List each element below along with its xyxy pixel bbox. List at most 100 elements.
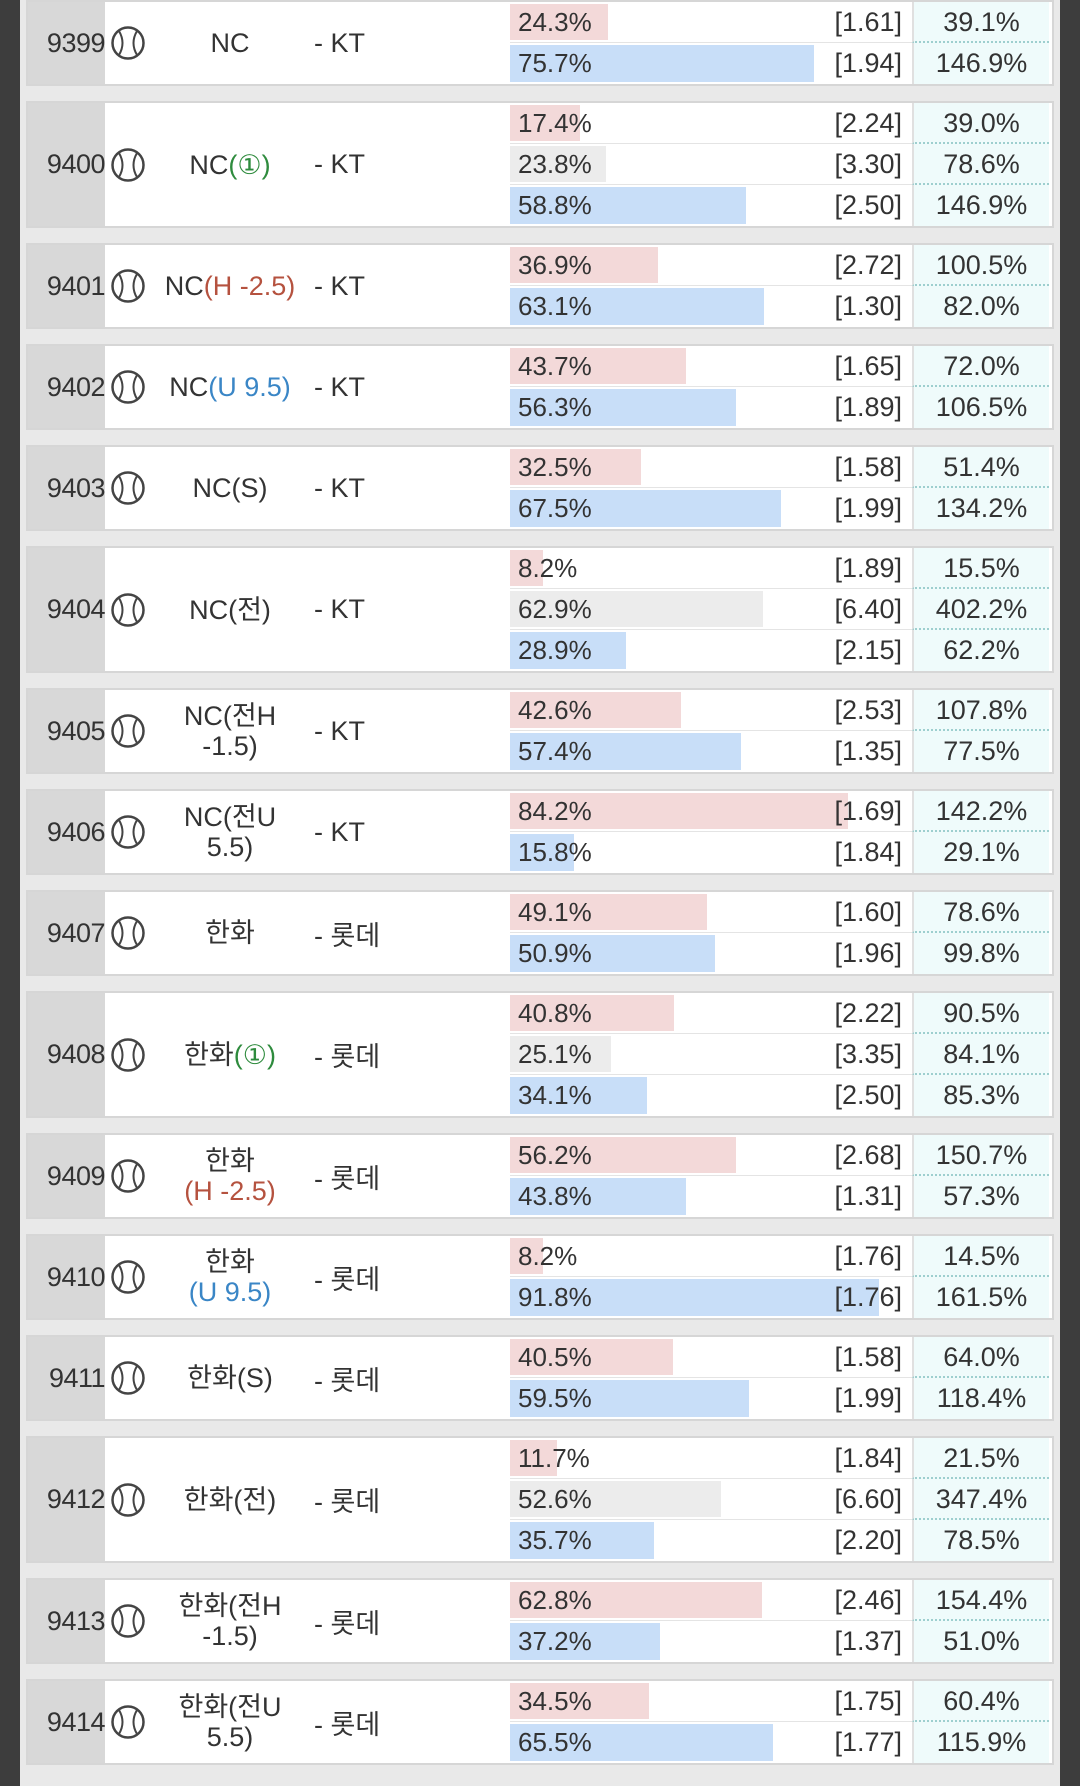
rate-track: 40.5% [1.58]: [510, 1337, 912, 1378]
home-team: NC(전): [189, 595, 271, 625]
odds: [1.30]: [834, 291, 902, 321]
rate-bar: [510, 105, 580, 141]
match-row: 9410 한화(U 9.5) - 롯데 8.2% [1.76] 14.5% 91.8% [1.…: [26, 1234, 1054, 1320]
match-id: 9413: [28, 1580, 106, 1662]
home-team-cell: 한화(H -2.5): [150, 1135, 310, 1217]
return-rate: 51.4%: [912, 447, 1049, 488]
return-rate: 106.5%: [912, 387, 1049, 428]
odds: [3.30]: [834, 149, 902, 179]
sport-icon-cell: [105, 892, 150, 974]
rate-label: 8.2%: [518, 1241, 578, 1271]
rate-label: 59.5%: [518, 1383, 592, 1413]
outcome-line: 50.9% [1.96] 99.8%: [510, 933, 1051, 974]
outcome-line: 42.6% [2.53] 107.8%: [510, 690, 1051, 731]
sport-icon-cell: [105, 1337, 150, 1419]
rate-track: 40.8% [2.22]: [510, 993, 912, 1034]
rate-label: 62.8%: [518, 1585, 592, 1615]
team-modifier: (①): [228, 149, 271, 180]
home-team-cell: 한화(S): [150, 1337, 310, 1419]
rate-label: 57.4%: [518, 736, 592, 766]
baseball-icon: [110, 916, 145, 950]
rate-bar: [510, 1623, 660, 1660]
team-modifier: (S): [231, 473, 268, 503]
home-team: NC(전U 5.5): [164, 802, 296, 862]
match-row: 9412 한화(전) - 롯데 11.7% [1.84] 21.5% 52.6% [6.60]…: [26, 1436, 1054, 1563]
outcome-line: 8.2% [1.76] 14.5%: [510, 1236, 1051, 1277]
rate-bar: [510, 187, 747, 224]
rate-label: 34.5%: [518, 1686, 592, 1716]
outcome-line: 34.5% [1.75] 60.4%: [510, 1681, 1051, 1722]
baseball-icon: [110, 471, 145, 505]
odds: [1.76]: [834, 1282, 902, 1312]
outcomes: 43.7% [1.65] 72.0% 56.3% [1.89] 106.5%: [510, 346, 1051, 428]
odds: [2.20]: [834, 1525, 902, 1555]
outcome-line: 62.9% [6.40] 402.2%: [510, 589, 1051, 630]
odds: [1.58]: [834, 452, 902, 482]
away-team: - KT: [314, 472, 365, 503]
return-rate: 115.9%: [912, 1722, 1049, 1763]
home-team-cell: NC(전U 5.5): [150, 791, 310, 873]
sport-icon-cell: [105, 1438, 150, 1561]
rate-bar: [510, 1077, 648, 1114]
rate-track: 56.2% [2.68]: [510, 1135, 912, 1176]
outcome-line: 28.9% [2.15] 62.2%: [510, 630, 1051, 671]
rate-track: 65.5% [1.77]: [510, 1722, 912, 1763]
outcomes: 11.7% [1.84] 21.5% 52.6% [6.60] 347.4% 35.7% [2…: [510, 1438, 1051, 1561]
outcome-line: 40.8% [2.22] 90.5%: [510, 993, 1051, 1034]
rate-bar: [510, 45, 815, 82]
odds: [1.60]: [834, 897, 902, 927]
sport-icon-cell: [105, 791, 150, 873]
rate-track: 56.3% [1.89]: [510, 387, 912, 428]
baseball-icon: [110, 269, 145, 303]
return-rate: 78.6%: [912, 892, 1049, 933]
home-team-cell: NC(S): [150, 447, 310, 529]
outcome-line: 63.1% [1.30] 82.0%: [510, 286, 1051, 327]
outcome-line: 11.7% [1.84] 21.5%: [510, 1438, 1051, 1479]
home-name: NC: [192, 473, 232, 503]
match-row: 9405 NC(전H -1.5) - KT 42.6% [2.53] 107.8% 57.4…: [26, 688, 1054, 774]
match-id: 9414: [28, 1681, 106, 1763]
baseball-icon: [110, 26, 145, 60]
outcome-line: 8.2% [1.89] 15.5%: [510, 548, 1051, 589]
return-rate: 150.7%: [912, 1135, 1049, 1176]
match-row: 9403 NC(S) - KT 32.5% [1.58] 51.4% 67.5% [1.99]…: [26, 445, 1054, 531]
outcome-line: 40.5% [1.58] 64.0%: [510, 1337, 1051, 1378]
rate-track: 32.5% [1.58]: [510, 447, 912, 488]
baseball-icon: [110, 1159, 145, 1193]
baseball-icon: [110, 1482, 145, 1517]
rate-label: 42.6%: [518, 695, 592, 725]
outcome-line: 37.2% [1.37] 51.0%: [510, 1621, 1051, 1662]
return-rate: 78.5%: [912, 1520, 1049, 1561]
home-team: 한화: [205, 918, 255, 948]
return-rate: 14.5%: [912, 1236, 1049, 1277]
team-modifier: (①): [233, 1039, 276, 1070]
odds: [2.53]: [834, 695, 902, 725]
outcomes: 42.6% [2.53] 107.8% 57.4% [1.35] 77.5%: [510, 690, 1051, 772]
rate-label: 34.1%: [518, 1080, 592, 1110]
sport-icon-cell: [105, 548, 150, 671]
away-team: - KT: [314, 715, 365, 746]
home-team: NC(전H -1.5): [164, 701, 296, 761]
return-rate: 82.0%: [912, 286, 1049, 327]
outcomes: 8.2% [1.89] 15.5% 62.9% [6.40] 402.2% 28.9% [2.…: [510, 548, 1051, 671]
rate-track: 8.2% [1.76]: [510, 1236, 912, 1277]
sport-icon-cell: [105, 1681, 150, 1763]
match-row: 9408 한화(①) - 롯데 40.8% [2.22] 90.5% 25.1% [3.35]…: [26, 991, 1054, 1118]
home-name: 한화: [184, 1039, 234, 1070]
home-name: 한화: [205, 1247, 255, 1277]
outcome-line: 24.3% [1.61] 39.1%: [510, 2, 1051, 43]
odds: [1.96]: [834, 938, 902, 968]
odds: [3.35]: [834, 1039, 902, 1069]
home-team-cell: 한화(전U 5.5): [150, 1681, 310, 1763]
away-team: - KT: [314, 27, 365, 58]
rate-track: 52.6% [6.60]: [510, 1479, 912, 1520]
match-id: 9411: [28, 1337, 106, 1419]
home-name: NC: [183, 802, 223, 832]
rate-track: 57.4% [1.35]: [510, 731, 912, 772]
outcome-line: 58.8% [2.50] 146.9%: [510, 185, 1051, 226]
outcomes: 49.1% [1.60] 78.6% 50.9% [1.96] 99.8%: [510, 892, 1051, 974]
odds: [1.61]: [834, 7, 902, 37]
home-name: NC: [189, 149, 229, 180]
return-rate: 51.0%: [912, 1621, 1049, 1662]
